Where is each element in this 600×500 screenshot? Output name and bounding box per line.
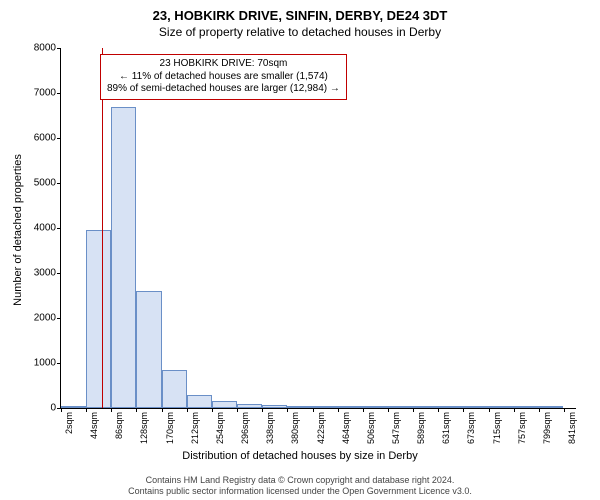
x-tick-label: 589sqm xyxy=(416,412,426,444)
y-axis-label: Number of detached properties xyxy=(12,154,24,306)
histogram-bar xyxy=(338,406,363,408)
histogram-bar xyxy=(363,406,388,408)
annotation-line-2: ← 11% of detached houses are smaller (1,… xyxy=(107,71,340,84)
histogram-bar xyxy=(162,370,187,408)
x-tick-mark xyxy=(212,408,213,412)
x-tick-mark xyxy=(489,408,490,412)
x-tick-mark xyxy=(388,408,389,412)
y-tick-mark xyxy=(57,48,61,49)
x-tick-mark xyxy=(438,408,439,412)
x-tick-label: 547sqm xyxy=(391,412,401,444)
reference-line xyxy=(102,48,103,408)
x-tick-mark xyxy=(111,408,112,412)
chart-area: 0100020003000400050006000700080002sqm44s… xyxy=(60,48,575,408)
histogram-bar xyxy=(86,230,111,408)
x-tick-label: 464sqm xyxy=(341,412,351,444)
histogram-bar xyxy=(413,406,438,408)
x-tick-mark xyxy=(564,408,565,412)
x-tick-mark xyxy=(313,408,314,412)
x-tick-label: 799sqm xyxy=(542,412,552,444)
x-tick-mark xyxy=(514,408,515,412)
histogram-bar xyxy=(488,406,513,408)
x-tick-mark xyxy=(61,408,62,412)
x-tick-mark xyxy=(287,408,288,412)
x-tick-mark xyxy=(136,408,137,412)
histogram-bar xyxy=(111,107,136,409)
annotation-box: 23 HOBKIRK DRIVE: 70sqm ← 11% of detache… xyxy=(100,54,347,100)
x-tick-mark xyxy=(237,408,238,412)
histogram-bar xyxy=(438,406,463,408)
y-tick-mark xyxy=(57,363,61,364)
x-tick-mark xyxy=(463,408,464,412)
x-tick-mark xyxy=(338,408,339,412)
y-tick-mark xyxy=(57,318,61,319)
y-tick-label: 1000 xyxy=(34,358,56,369)
y-tick-mark xyxy=(57,138,61,139)
annotation-line-3: 89% of semi-detached houses are larger (… xyxy=(107,83,340,96)
x-tick-mark xyxy=(162,408,163,412)
x-tick-label: 254sqm xyxy=(215,412,225,444)
histogram-bar xyxy=(61,406,86,408)
x-tick-mark xyxy=(262,408,263,412)
x-tick-label: 128sqm xyxy=(139,412,149,444)
x-tick-label: 338sqm xyxy=(265,412,275,444)
x-tick-mark xyxy=(86,408,87,412)
x-tick-mark xyxy=(539,408,540,412)
x-tick-label: 506sqm xyxy=(366,412,376,444)
x-tick-label: 380sqm xyxy=(290,412,300,444)
histogram-bar xyxy=(387,406,412,408)
y-tick-label: 0 xyxy=(50,403,56,414)
histogram-bar xyxy=(313,406,338,408)
x-tick-mark xyxy=(413,408,414,412)
x-tick-label: 422sqm xyxy=(316,412,326,444)
histogram-bar xyxy=(237,404,262,409)
y-tick-label: 6000 xyxy=(34,133,56,144)
footer-line-1: Contains HM Land Registry data © Crown c… xyxy=(0,475,600,485)
footer-attribution: Contains HM Land Registry data © Crown c… xyxy=(0,475,600,496)
x-tick-label: 296sqm xyxy=(240,412,250,444)
x-tick-label: 86sqm xyxy=(114,412,124,439)
y-tick-mark xyxy=(57,273,61,274)
y-tick-label: 7000 xyxy=(34,88,56,99)
y-tick-label: 3000 xyxy=(34,268,56,279)
y-tick-label: 5000 xyxy=(34,178,56,189)
x-tick-label: 212sqm xyxy=(190,412,200,444)
y-tick-label: 8000 xyxy=(34,43,56,54)
chart-title-sub: Size of property relative to detached ho… xyxy=(0,23,600,39)
histogram-bar xyxy=(513,406,538,408)
x-tick-mark xyxy=(187,408,188,412)
histogram-bar xyxy=(538,406,563,408)
histogram-bar xyxy=(136,291,161,408)
footer-line-2: Contains public sector information licen… xyxy=(0,486,600,496)
x-axis-label: Distribution of detached houses by size … xyxy=(0,450,600,462)
x-tick-label: 631sqm xyxy=(441,412,451,444)
y-tick-mark xyxy=(57,93,61,94)
histogram-bar xyxy=(287,406,312,408)
x-tick-label: 757sqm xyxy=(517,412,527,444)
histogram-bar xyxy=(187,395,212,409)
x-tick-mark xyxy=(363,408,364,412)
y-tick-label: 2000 xyxy=(34,313,56,324)
y-tick-label: 4000 xyxy=(34,223,56,234)
x-tick-label: 2sqm xyxy=(64,412,74,434)
x-tick-label: 44sqm xyxy=(89,412,99,439)
x-tick-label: 170sqm xyxy=(165,412,175,444)
histogram-bar xyxy=(212,401,237,408)
x-tick-label: 715sqm xyxy=(492,412,502,444)
plot-region: 0100020003000400050006000700080002sqm44s… xyxy=(60,48,576,409)
y-tick-mark xyxy=(57,183,61,184)
annotation-line-1: 23 HOBKIRK DRIVE: 70sqm xyxy=(107,58,340,71)
histogram-bar xyxy=(262,405,287,408)
x-tick-label: 841sqm xyxy=(567,412,577,444)
histogram-bar xyxy=(463,406,488,408)
x-tick-label: 673sqm xyxy=(466,412,476,444)
chart-title-main: 23, HOBKIRK DRIVE, SINFIN, DERBY, DE24 3… xyxy=(0,0,600,23)
y-tick-mark xyxy=(57,228,61,229)
